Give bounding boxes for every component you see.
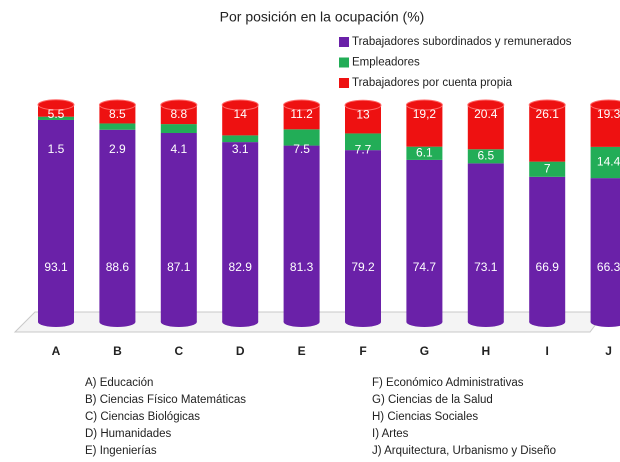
data-label: 20.4 — [474, 107, 498, 121]
bar-segment — [590, 178, 620, 322]
cylinder-cap — [283, 99, 321, 111]
bar-segment — [99, 123, 136, 130]
data-label: 74.7 — [413, 260, 437, 274]
category-description: A) Educación — [85, 377, 153, 389]
data-label: 14.4 — [597, 155, 620, 169]
category-description: D) Humanidades — [85, 428, 172, 440]
bar-segment — [467, 105, 504, 150]
data-label: 66.3 — [597, 260, 620, 274]
cylinder-cap — [467, 99, 505, 111]
x-tick-label: E — [298, 344, 306, 358]
cylinder-cap — [405, 99, 443, 111]
bar-segment — [467, 163, 504, 322]
bar-segment — [222, 142, 259, 322]
data-label: 93.1 — [44, 260, 68, 274]
bar-segment — [160, 132, 197, 322]
bar-segment — [345, 133, 381, 151]
legend-label: Empleadores — [352, 57, 420, 69]
category-description: F) Económico Administrativas — [372, 377, 524, 389]
data-label: 81.3 — [290, 260, 314, 274]
legend-label: Trabajadores por cuenta propia — [352, 77, 513, 89]
chart-title: Por posición en la ocupación (%) — [220, 9, 425, 25]
bar-segment — [406, 146, 443, 160]
data-label: 1.5 — [48, 142, 65, 156]
legend-label: Trabajadores subordinados y remunerados — [352, 36, 572, 48]
bar-segment — [345, 150, 381, 322]
x-tick-label: D — [236, 344, 245, 358]
cylinder-cap — [221, 99, 259, 111]
category-description: J) Arquitectura, Urbanismo y Diseño — [372, 445, 556, 457]
bar-segment — [529, 176, 566, 322]
bar-segment — [283, 145, 320, 322]
data-label: 26.1 — [536, 107, 560, 121]
legend-swatch — [339, 78, 349, 88]
bar-segment — [590, 146, 620, 179]
data-label: 3.1 — [232, 142, 249, 156]
data-label: 13 — [356, 107, 370, 121]
data-label: 19,2 — [413, 107, 437, 121]
cylinder-cap — [344, 99, 382, 111]
data-label: 8.5 — [109, 107, 126, 121]
x-tick-label: B — [113, 344, 122, 358]
data-label: 2.9 — [109, 142, 126, 156]
x-tick-label: A — [52, 344, 61, 358]
cylinder-cap — [37, 99, 75, 111]
bar-segment — [283, 129, 320, 146]
bar-segment — [222, 135, 259, 143]
bar-segment — [38, 119, 74, 323]
legend-swatch — [339, 37, 349, 47]
bar-segment — [590, 105, 620, 147]
data-label: 7 — [544, 161, 551, 175]
data-label: 19.3 — [597, 107, 620, 121]
data-label: 73.1 — [474, 260, 498, 274]
data-label: 4.1 — [170, 142, 187, 156]
x-tick-label: I — [546, 344, 549, 358]
x-tick-label: H — [481, 344, 490, 358]
bar-segment — [406, 105, 443, 147]
data-label: 79.2 — [351, 260, 375, 274]
x-tick-label: C — [174, 344, 183, 358]
bar-segment — [406, 159, 443, 322]
data-label: 6.1 — [416, 145, 433, 159]
data-label: 5.5 — [48, 107, 65, 121]
x-tick-label: G — [420, 344, 429, 358]
data-label: 11.2 — [290, 107, 313, 121]
data-label: 7.5 — [293, 142, 310, 156]
data-label: 7.7 — [355, 142, 372, 156]
data-label: 8.8 — [170, 107, 187, 121]
category-description: G) Ciencias de la Salud — [372, 394, 493, 406]
category-description: E) Ingenierías — [85, 445, 157, 457]
data-label: 88.6 — [106, 260, 130, 274]
legend-swatch — [339, 57, 349, 68]
bar-segment — [38, 104, 74, 117]
category-description: I) Artes — [372, 428, 409, 440]
data-label: 66.9 — [536, 260, 560, 274]
cylinder-cap — [160, 99, 198, 111]
bar-segment — [529, 161, 566, 177]
bar-segment — [38, 116, 74, 120]
category-description: B) Ciencias Físico Matemáticas — [85, 394, 246, 406]
data-label: 87.1 — [167, 260, 191, 274]
cylinder-cap — [528, 99, 566, 111]
x-tick-label: F — [359, 344, 366, 358]
cylinder-cap — [590, 99, 620, 111]
category-description: H) Ciencias Sociales — [372, 411, 478, 423]
category-description: C) Ciencias Biológicas — [85, 411, 200, 423]
data-label: 82.9 — [229, 260, 253, 274]
data-label: 6.5 — [477, 148, 494, 162]
data-label: 14 — [234, 107, 248, 121]
bar-segment — [529, 105, 566, 162]
bar-segment — [160, 124, 197, 133]
bar-segment — [99, 129, 136, 322]
x-tick-label: J — [605, 344, 612, 358]
bar-segment — [467, 149, 504, 164]
cylinder-cap — [98, 99, 136, 111]
